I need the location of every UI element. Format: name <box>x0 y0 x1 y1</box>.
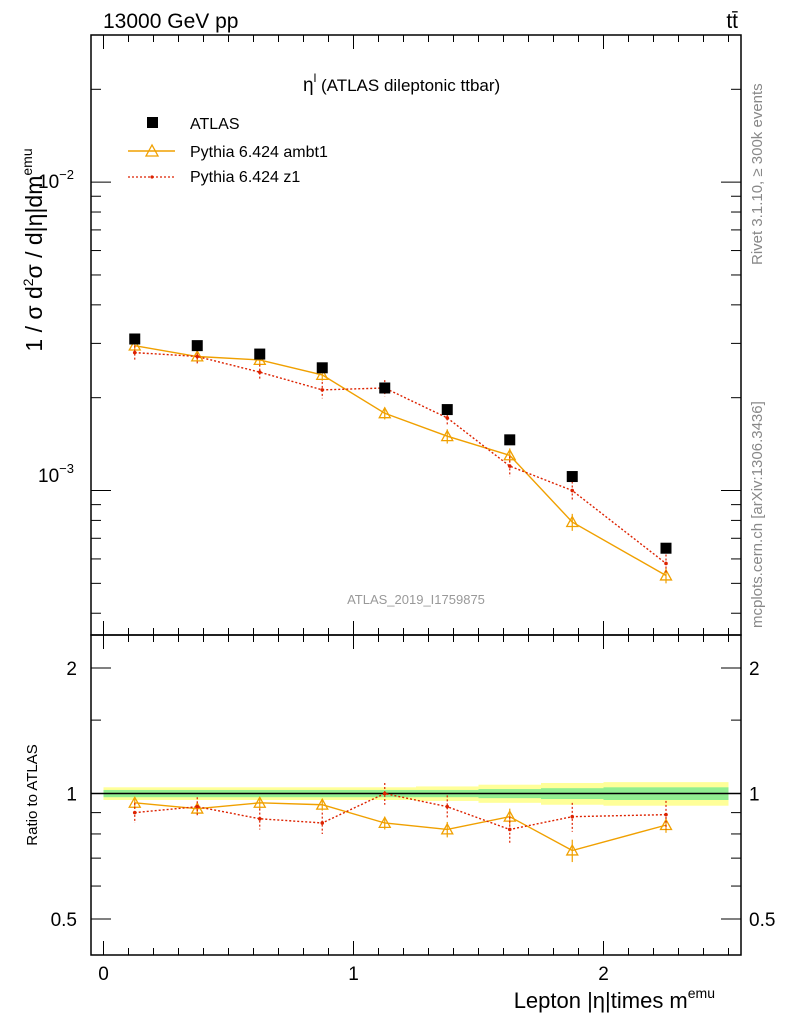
main-atlas-point <box>129 333 141 345</box>
ratio-z1-point <box>664 812 668 817</box>
mcplots-reference-text: mcplots.cern.ch [arXiv:1306.3436] <box>749 401 766 628</box>
ratio-z1-point <box>507 827 512 832</box>
main-ambt1-point <box>565 515 579 528</box>
main-ambt1-point <box>190 349 204 362</box>
main-atlas-point <box>504 434 516 446</box>
process-label: tt̄ <box>726 10 738 33</box>
plot-title-superscript: l <box>314 71 317 85</box>
main-plot-frame <box>90 34 742 636</box>
main-atlas-point <box>441 404 453 416</box>
plot-title-suffix: (ATLAS dileptonic ttbar) <box>316 76 500 95</box>
ytick-label-1e-2: 10−2 <box>38 167 74 193</box>
main-z1-point <box>257 370 262 374</box>
main-ambt1-point <box>315 368 329 381</box>
main-z1-point <box>507 464 512 468</box>
main-atlas-point <box>379 382 391 394</box>
main-ambt1-point <box>659 568 673 581</box>
main-z1-point <box>664 561 668 566</box>
ratio-y-tick-label-right: 0.5 <box>749 910 775 931</box>
plot-title-eta: η <box>303 75 314 96</box>
main-z1-point <box>570 488 575 493</box>
x-tick-label: 0 <box>98 964 109 985</box>
legend-z1-marker <box>150 175 154 179</box>
legend-atlas-label: ATLAS <box>190 116 240 133</box>
energy-label: 13000 GeV pp <box>103 10 238 33</box>
ratio-y-tick-label: 0.5 <box>51 910 77 931</box>
main-atlas-point <box>191 340 203 352</box>
main-z1-line <box>134 351 667 565</box>
main-ambt1-line <box>134 344 667 577</box>
main-atlas-point <box>566 471 578 483</box>
ratio-ambt1-point <box>190 801 204 814</box>
main-z1-point <box>320 388 325 392</box>
ratio-z1-point <box>382 791 387 796</box>
x-axis-label: Lepton |η|times memu <box>514 985 715 1013</box>
ratio-y-tick-label: 1 <box>66 785 77 806</box>
ratio-y-axis-label: Ratio to ATLAS <box>24 744 41 845</box>
main-z1-point <box>445 416 450 420</box>
ratio-y-tick-label-right: 2 <box>749 659 760 680</box>
ratio-ambt1-point <box>315 797 329 810</box>
ratio-z1-point <box>445 804 450 809</box>
main-atlas-point <box>660 542 672 554</box>
ratio-z1-point <box>320 821 325 825</box>
main-ambt1-point <box>440 429 454 442</box>
ratio-ambt1-point <box>565 843 579 856</box>
ratio-z1-point <box>195 804 200 809</box>
ratio-y-tick-label-right: 1 <box>749 785 760 806</box>
ratio-ambt1-point <box>253 795 267 808</box>
plot-title: ηl (ATLAS dileptonic ttbar) <box>303 71 500 96</box>
legend: ATLAS Pythia 6.424 ambt1 Pythia 6.424 z1 <box>128 116 328 186</box>
legend-ambt1-label: Pythia 6.424 ambt1 <box>190 144 328 161</box>
ratio-y-tick-label: 2 <box>66 659 77 680</box>
legend-z1-label: Pythia 6.424 z1 <box>190 169 300 186</box>
x-axis-label-text: Lepton |η|times m <box>514 988 688 1013</box>
ratio-ambt1-point <box>659 818 673 831</box>
main-atlas-point <box>316 362 328 374</box>
legend-atlas-marker <box>147 117 158 128</box>
ratio-z1-point <box>257 816 262 821</box>
main-ambt1-point <box>503 448 517 461</box>
ratio-plot-frame <box>90 634 742 956</box>
analysis-watermark: ATLAS_2019_I1759875 <box>347 592 485 607</box>
legend-ambt1-marker <box>144 143 160 157</box>
rivet-version-text: Rivet 3.1.10, ≥ 300k events <box>749 83 766 265</box>
ratio-z1-point <box>570 814 575 819</box>
ratio-ambt1-point <box>440 822 454 835</box>
x-tick-label: 1 <box>348 964 359 985</box>
ratio-ambt1-point <box>378 816 392 829</box>
ratio-z1-line <box>134 792 667 831</box>
main-y-axis-label: 1 / σ d2σ / d|η|dmemu <box>19 148 47 351</box>
ytick-label-1e-3: 10−3 <box>38 461 74 487</box>
main-z1-point <box>132 350 137 355</box>
ratio-z1-point <box>132 810 137 815</box>
x-axis-label-superscript: emu <box>688 985 715 1001</box>
main-z1-point <box>195 354 200 359</box>
main-atlas-point <box>254 348 266 360</box>
main-ambt1-point <box>378 406 392 419</box>
x-tick-label: 2 <box>598 964 609 985</box>
